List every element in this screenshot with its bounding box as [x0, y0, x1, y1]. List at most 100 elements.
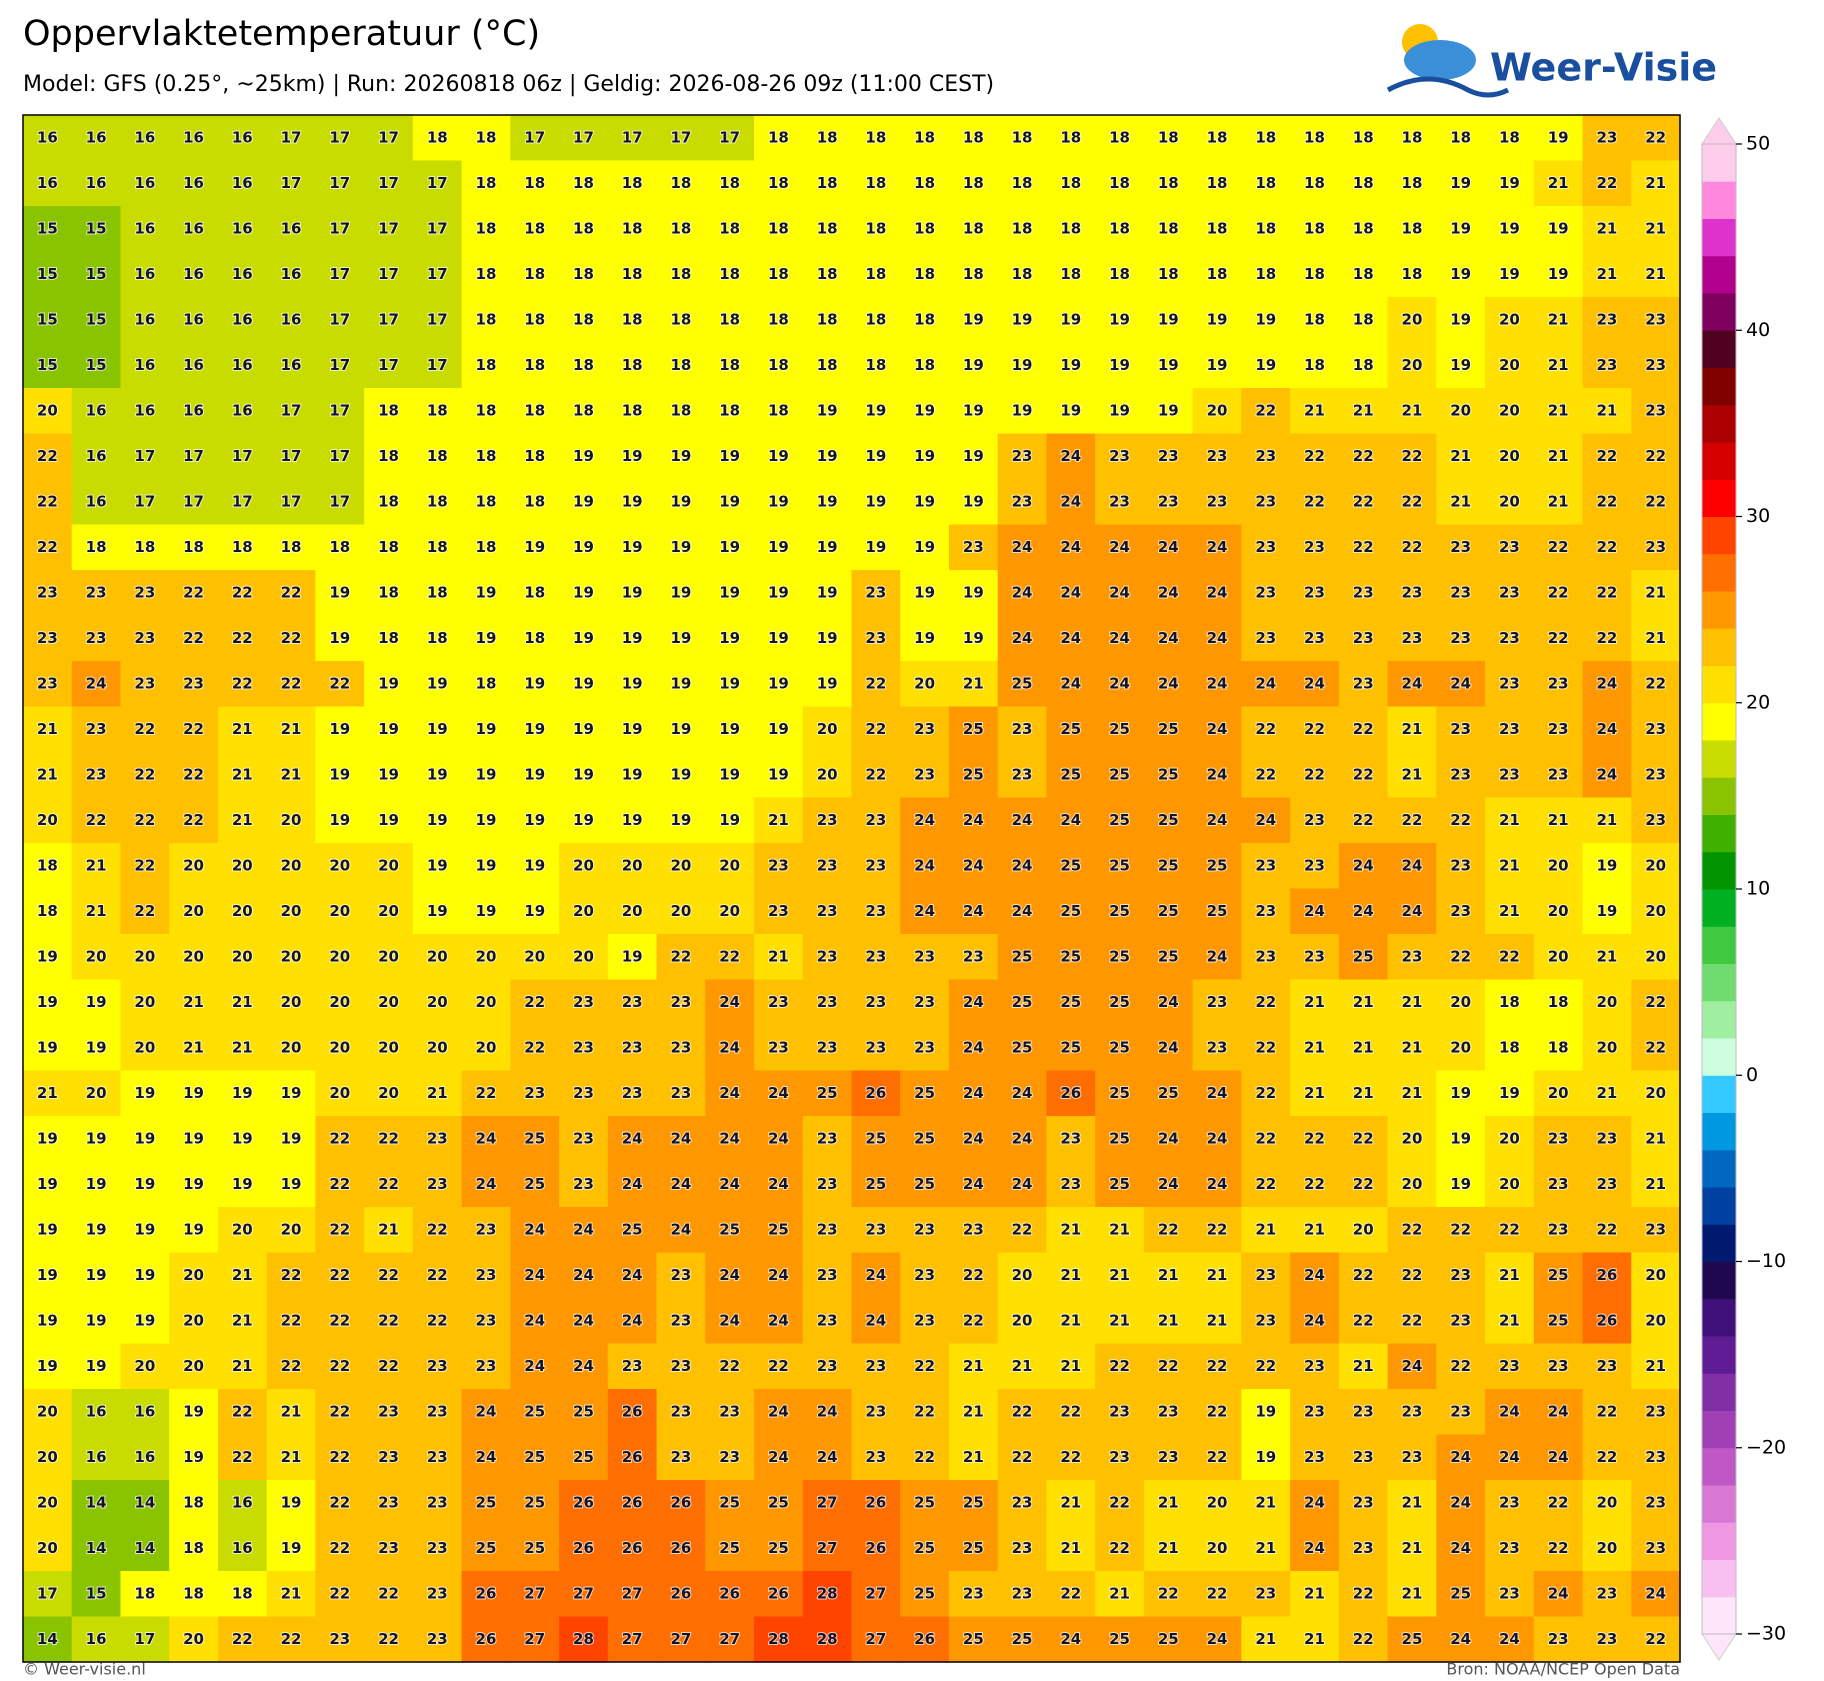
temp-label: 20 — [378, 947, 399, 965]
temp-label: 26 — [476, 1630, 497, 1648]
temp-label: 23 — [1499, 1493, 1520, 1511]
temp-cell — [412, 1252, 463, 1299]
temp-cell — [802, 615, 853, 662]
temp-label: 22 — [1207, 1357, 1228, 1375]
temp-cell — [705, 979, 755, 1026]
temp-label: 18 — [1353, 219, 1374, 237]
temp-label: 23 — [37, 674, 58, 692]
temp-label: 18 — [817, 174, 838, 192]
temp-cell — [1338, 888, 1389, 935]
temp-cell — [266, 1161, 317, 1208]
temp-cell — [169, 206, 219, 253]
temp-cell — [510, 1116, 560, 1163]
temp-label: 18 — [1158, 128, 1179, 146]
temp-label: 19 — [86, 1311, 107, 1329]
temp-cell — [997, 479, 1048, 526]
temp-cell — [1485, 160, 1535, 207]
temp-cell — [23, 752, 73, 799]
temp-cell — [315, 297, 365, 344]
temp-label: 17 — [378, 310, 399, 328]
temp-label: 20 — [1402, 1129, 1423, 1147]
temp-cell — [1241, 979, 1291, 1026]
temp-cell — [1046, 1207, 1096, 1254]
temp-label: 20 — [1207, 401, 1228, 419]
temp-label: 24 — [1158, 538, 1179, 556]
temp-label: 18 — [476, 174, 497, 192]
temp-cell — [1387, 479, 1437, 526]
temp-cell — [412, 797, 463, 844]
logo-text: Weer-Visie — [1490, 46, 1717, 90]
temp-label: 21 — [768, 811, 789, 829]
temp-cell — [559, 388, 609, 435]
temp-cell — [1485, 661, 1535, 708]
temp-cell — [71, 206, 122, 253]
temp-cell — [900, 888, 950, 935]
temp-label: 22 — [1012, 1220, 1033, 1238]
temp-label: 18 — [1109, 265, 1130, 283]
temp-cell — [1631, 1207, 1681, 1254]
temp-cell — [1387, 297, 1437, 344]
temp-cell — [754, 160, 804, 207]
temp-label: 18 — [622, 310, 643, 328]
temp-label: 21 — [1645, 265, 1666, 283]
temp-cell — [1241, 524, 1291, 571]
temp-label: 18 — [427, 629, 448, 647]
temp-cell — [1290, 797, 1340, 844]
temp-cell — [705, 433, 755, 480]
temp-label: 24 — [1207, 811, 1228, 829]
temp-cell — [1046, 206, 1096, 253]
temp-cell — [900, 1161, 950, 1208]
temp-label: 16 — [134, 1402, 155, 1420]
temp-cell — [120, 934, 170, 981]
temp-label: 25 — [1353, 947, 1374, 965]
temp-label: 24 — [1012, 629, 1033, 647]
temp-label: 21 — [1645, 219, 1666, 237]
temp-label: 22 — [1645, 1038, 1666, 1056]
temp-label: 28 — [817, 1584, 838, 1602]
temp-label: 22 — [378, 1175, 399, 1193]
temp-label: 25 — [573, 1402, 594, 1420]
temp-cell — [169, 752, 219, 799]
temp-cell — [1338, 388, 1389, 435]
temp-cell — [315, 797, 365, 844]
temp-cell — [1533, 797, 1584, 844]
temp-cell — [266, 934, 317, 981]
temp-label: 24 — [622, 1129, 643, 1147]
temp-label: 18 — [524, 447, 545, 465]
temp-cell — [315, 388, 365, 435]
temp-label: 20 — [914, 674, 935, 692]
temp-label: 21 — [1304, 1220, 1325, 1238]
temp-cell — [607, 706, 658, 753]
temp-label: 23 — [914, 1038, 935, 1056]
temp-cell — [997, 251, 1048, 298]
temp-label: 18 — [670, 401, 691, 419]
temp-label: 22 — [1109, 1539, 1130, 1557]
temp-label: 20 — [281, 1038, 302, 1056]
temp-label: 23 — [622, 993, 643, 1011]
temp-cell — [1143, 388, 1194, 435]
temp-cell — [1143, 797, 1194, 844]
temp-label: 22 — [232, 1402, 253, 1420]
temp-label: 22 — [1596, 447, 1617, 465]
temp-cell — [266, 433, 317, 480]
temp-label: 22 — [1060, 1584, 1081, 1602]
temp-cell — [607, 570, 658, 617]
temp-label: 24 — [1012, 856, 1033, 874]
temp-cell — [461, 1025, 511, 1072]
temp-cell — [1192, 888, 1242, 935]
temp-cell — [510, 615, 560, 662]
temp-label: 18 — [768, 265, 789, 283]
temp-label: 16 — [281, 356, 302, 374]
temp-label: 20 — [573, 856, 594, 874]
temp-cell — [1338, 297, 1389, 344]
temp-cell — [607, 297, 658, 344]
temp-cell — [607, 934, 658, 981]
temp-label: 23 — [963, 1584, 984, 1602]
colorbar-band — [1702, 1410, 1736, 1449]
temp-cell — [1046, 433, 1096, 480]
temp-label: 22 — [378, 1129, 399, 1147]
temp-cell — [364, 524, 414, 571]
temp-label: 24 — [670, 1220, 691, 1238]
temp-label: 18 — [719, 219, 740, 237]
